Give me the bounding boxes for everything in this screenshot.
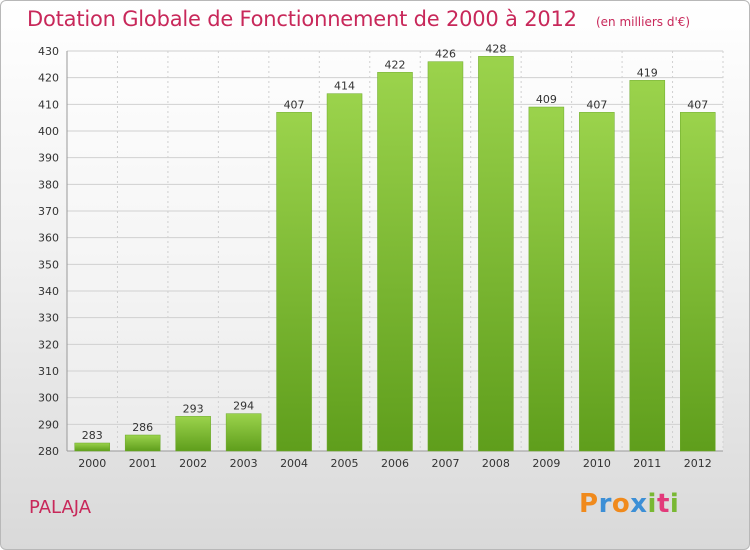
value-label-2012: 407	[687, 98, 708, 111]
y-tick-label: 340	[38, 285, 59, 298]
y-tick-label: 400	[38, 125, 59, 138]
y-tick-label: 350	[38, 258, 59, 271]
bar-layer	[74, 56, 716, 452]
y-tick-label: 360	[38, 232, 59, 245]
chart-unit-label: (en milliers d'€)	[595, 15, 691, 29]
y-tick-label: 420	[38, 72, 59, 85]
brand-logo-letter: r	[598, 489, 612, 519]
value-label-2009: 409	[536, 93, 557, 106]
value-label-2010: 407	[586, 98, 607, 111]
value-label-2004: 407	[284, 98, 305, 111]
x-tick-label-2008: 2008	[482, 457, 510, 470]
value-label-2001: 286	[132, 421, 153, 434]
bar-2012	[680, 112, 716, 452]
value-label-2002: 293	[183, 402, 204, 415]
bar-2008	[478, 56, 514, 452]
value-label-2011: 419	[637, 66, 658, 79]
bar-2002	[175, 416, 211, 452]
y-tick-label: 280	[38, 445, 59, 458]
commune-name: PALAJA	[29, 497, 92, 518]
brand-logo-letter: o	[611, 489, 631, 519]
y-tick-label: 290	[38, 418, 59, 431]
value-label-2005: 414	[334, 80, 355, 93]
y-tick-label: 330	[38, 312, 59, 325]
y-tick-label: 300	[38, 392, 59, 405]
x-tick-label-2001: 2001	[129, 457, 157, 470]
value-label-2000: 283	[82, 429, 103, 442]
y-tick-label: 390	[38, 152, 59, 165]
y-tick-label: 380	[38, 178, 59, 191]
x-tick-label-2002: 2002	[179, 457, 207, 470]
bar-2010	[579, 112, 615, 452]
brand-logo-letter: i	[669, 489, 680, 519]
x-tick-label-2000: 2000	[78, 457, 106, 470]
y-tick-label: 320	[38, 338, 59, 351]
y-tick-label: 410	[38, 98, 59, 111]
x-tick-label-2009: 2009	[532, 457, 560, 470]
bar-2011	[629, 80, 666, 452]
value-label-2007: 426	[435, 48, 456, 61]
brand-logo-letter: x	[630, 489, 648, 519]
chart-title: Dotation Globale de Fonctionnement de 20…	[27, 7, 577, 31]
y-tick-label: 430	[38, 45, 59, 58]
x-tick-label-2011: 2011	[633, 457, 661, 470]
bar-2004	[276, 112, 312, 452]
brand-logo-letter: P	[579, 489, 599, 519]
x-tick-label-2005: 2005	[331, 457, 359, 470]
x-tick-label-2006: 2006	[381, 457, 409, 470]
brand-logo-letter: t	[656, 489, 670, 519]
bar-2003	[225, 413, 262, 452]
bar-2001	[124, 434, 161, 452]
x-tick-label-2004: 2004	[280, 457, 308, 470]
bar-2009	[528, 106, 565, 452]
x-tick-label-2003: 2003	[230, 457, 258, 470]
value-label-2006: 422	[385, 58, 406, 71]
bar-2005	[326, 93, 363, 452]
brand-logo: Proxiti	[579, 489, 679, 519]
value-label-2008: 428	[485, 42, 506, 55]
bar-2006	[377, 72, 413, 452]
brand-logo-letter: i	[647, 489, 657, 519]
y-tick-label: 310	[38, 365, 59, 378]
x-tick-label-2012: 2012	[684, 457, 712, 470]
bar-2000	[74, 442, 110, 452]
value-label-2003: 294	[233, 400, 254, 413]
y-tick-label: 370	[38, 205, 59, 218]
title-row: Dotation Globale de Fonctionnement de 20…	[27, 7, 690, 31]
x-tick-label-2010: 2010	[583, 457, 611, 470]
bar-2007	[427, 61, 464, 452]
x-tick-label-2007: 2007	[431, 457, 459, 470]
label-layer: 283 2000 286 2001 293 2002 294 2003 407 2004 414 20…	[78, 42, 712, 470]
